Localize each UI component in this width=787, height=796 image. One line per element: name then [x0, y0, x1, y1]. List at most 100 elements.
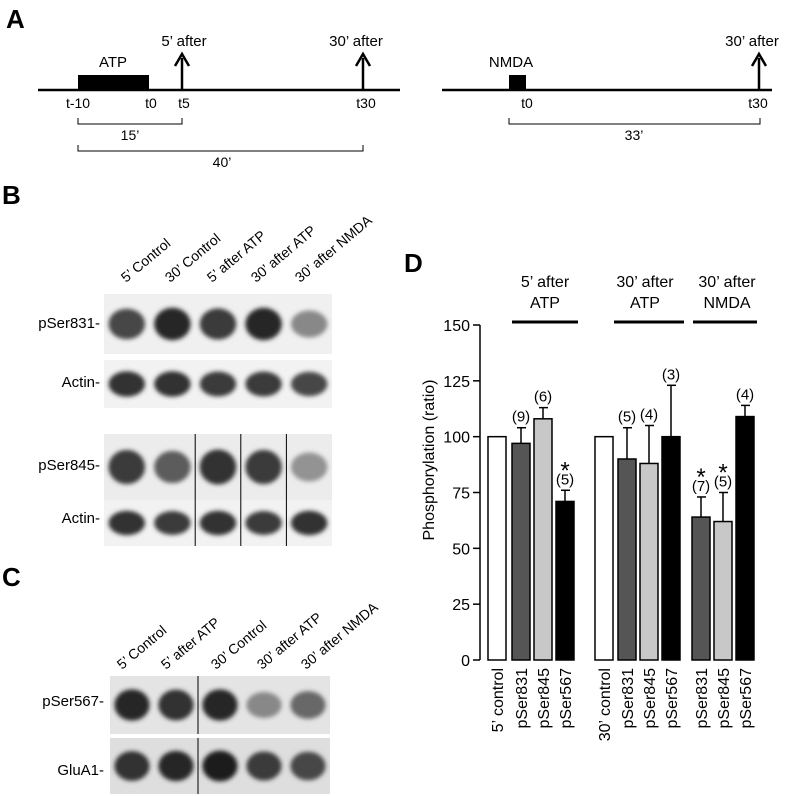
bar — [487, 435, 507, 661]
blot-actin-2-band-2 — [154, 511, 191, 535]
x-tick-label: pSer831 — [620, 668, 637, 729]
blot-b-row-pser845: pSer845- — [38, 457, 100, 474]
blot-glua1-strip — [110, 738, 330, 794]
blot-c-images — [110, 676, 330, 794]
tick-t-10: t-10 — [66, 95, 90, 111]
y-tick-label: 150 — [443, 318, 470, 335]
y-tick-label: 25 — [452, 597, 470, 614]
chart-y-axis-label: Phosphorylation (ratio) — [421, 380, 438, 541]
bar — [511, 442, 531, 661]
span-15min-label: 15’ — [121, 127, 140, 143]
chart-y-axis: 0 25 50 75 100 125 150 — [443, 318, 481, 670]
panel-label-c: C — [2, 562, 21, 592]
significance-star: * — [696, 464, 705, 491]
span-33min-bracket — [508, 118, 761, 125]
significance-star: * — [560, 457, 569, 484]
panel-label-b: B — [2, 180, 21, 210]
n-label: (3) — [662, 366, 680, 383]
blot-pser567-strip — [110, 676, 330, 734]
bar — [661, 435, 681, 661]
blot-c-row-glua1: GluA1- — [57, 762, 104, 779]
panel-label-d: D — [404, 248, 423, 278]
n-label: (5) — [714, 474, 732, 491]
x-tick-label: 5’ control — [490, 668, 507, 732]
blot-actin-1-band-1 — [108, 371, 146, 397]
blot-actin-2-band-3 — [199, 510, 237, 536]
group-header-2-line-1: 30’ after — [616, 274, 674, 291]
x-tick-label: 30’ control — [597, 668, 614, 741]
blot-actin-1-band-2 — [154, 371, 191, 397]
timeline-nmda: NMDA 30’ after t0 t30 33’ — [442, 33, 779, 143]
x-tick-label: pSer845 — [536, 668, 553, 729]
blot-glua1-band-1 — [114, 751, 150, 781]
blot-b-row-labels: pSer831- Actin- pSer845- Actin- — [38, 315, 100, 527]
tick-t5: t5 — [178, 95, 190, 111]
chart-d: Phosphorylation (ratio) 5’ after ATP 30’… — [421, 274, 757, 741]
group-header-1-line-2: ATP — [530, 295, 560, 312]
span-40min-label: 40’ — [213, 154, 232, 170]
timeline-atp: ATP 5’ after 30’ after t-10 t0 t5 t30 15… — [38, 33, 400, 170]
blot-pser845-band-2 — [154, 450, 191, 484]
atp-application-bar — [78, 75, 149, 90]
bar — [594, 435, 614, 661]
y-tick-label: 0 — [461, 653, 470, 670]
tick-t0: t0 — [145, 95, 157, 111]
blot-actin-2-strip — [104, 500, 332, 546]
blot-b-lane-headers: 5’ Control 30’ Control 5’ after ATP 30’ … — [118, 211, 376, 285]
bar — [555, 500, 575, 661]
blot-c-lane-5: 30’ after NMDA — [298, 598, 382, 672]
blot-pser845-strip — [104, 434, 332, 500]
bar-group: (7)* — [691, 464, 711, 661]
nmda-drug-label: NMDA — [489, 54, 533, 71]
bar — [735, 415, 755, 661]
n-label: (7) — [692, 478, 710, 495]
x-tick-label: pSer567 — [558, 668, 575, 729]
x-tick-label: pSer567 — [738, 668, 755, 729]
blot-c-row-labels: pSer567- GluA1- — [42, 693, 104, 779]
y-tick-label: 125 — [443, 374, 470, 391]
bar-group: (5) — [617, 409, 637, 661]
group-header-2-line-2: ATP — [630, 295, 660, 312]
blot-pser831-strip — [104, 294, 332, 354]
group-header-3-line-1: 30’ after — [698, 274, 756, 291]
group-header-1: 5’ after ATP — [521, 274, 570, 312]
blot-b-row-actin-2: Actin- — [62, 510, 100, 527]
blot-c-lane-headers: 5’ Control 5’ after ATP 30’ Control 30’ … — [114, 598, 382, 672]
y-tick-label: 75 — [452, 486, 470, 503]
blot-b-lane-5: 30’ after NMDA — [292, 211, 376, 285]
arrow-5min-label: 5’ after — [161, 33, 206, 50]
blot-pser831-band-1 — [108, 308, 146, 340]
chart-x-tick-labels: 5’ control pSer831 pSer845 pSer567 30’ contr… — [490, 668, 755, 741]
group-header-3: 30’ after NMDA — [698, 274, 756, 312]
bar-group: (4) — [735, 386, 755, 661]
blot-pser567-band-3 — [202, 689, 238, 721]
blot-glua1-band-3 — [202, 750, 238, 782]
arrow-nmda-30min-label: 30’ after — [725, 33, 779, 50]
bar-group: (5)* — [713, 460, 733, 661]
panel-label-a: A — [6, 4, 25, 34]
span-15min-bracket — [77, 118, 183, 125]
blot-actin-2-band-5 — [290, 510, 328, 536]
blot-actin-1-strip — [104, 360, 332, 408]
blot-pser567-band-4 — [246, 691, 282, 719]
blot-pser831-band-3 — [199, 308, 237, 340]
bar-group: (6) — [533, 389, 553, 661]
n-label: (9) — [512, 409, 530, 426]
x-tick-label: pSer567 — [664, 668, 681, 729]
x-tick-label: pSer845 — [716, 668, 733, 729]
bar — [617, 458, 637, 661]
blot-glua1-band-4 — [246, 751, 282, 781]
blot-pser845-band-4 — [245, 449, 282, 485]
blot-pser567-band-2 — [158, 689, 194, 721]
blot-pser831-band-2 — [154, 307, 191, 341]
y-tick-label: 50 — [452, 541, 470, 558]
blot-actin-1-band-3 — [199, 371, 237, 397]
n-label: (4) — [736, 386, 754, 403]
blot-actin-2-band-4 — [245, 511, 282, 535]
span-40min-bracket — [77, 145, 364, 152]
blot-pser845-band-5 — [290, 452, 328, 482]
n-label: (5) — [618, 409, 636, 426]
blot-pser567-band-5 — [290, 691, 326, 719]
bar-group: (5)* — [555, 457, 575, 661]
blot-glua1-band-2 — [158, 750, 194, 782]
